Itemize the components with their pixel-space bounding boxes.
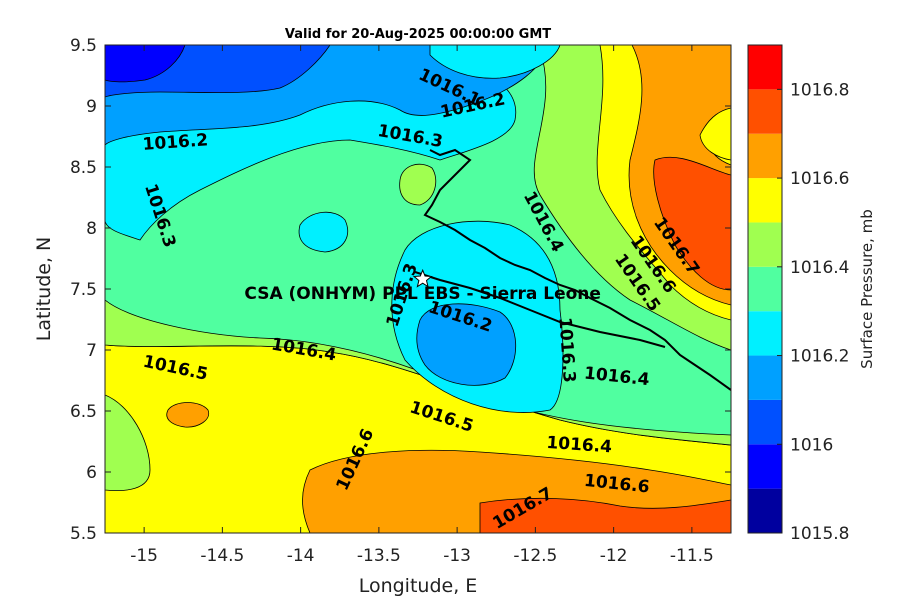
station-star-icon: [412, 268, 433, 288]
colorbar-swatch: [748, 222, 782, 267]
colorbar: 1015.8 1016 1016.2 1016.4 1016.6 1016.8: [747, 44, 849, 544]
colorbar-swatch: [748, 355, 782, 400]
y-tick-label: 6: [86, 463, 97, 483]
colorbar-swatch: [748, 399, 782, 445]
colorbar-swatch: [748, 178, 782, 223]
colorbar-tick-label: 1016.8: [790, 80, 849, 100]
y-axis-label: Latitude, N: [33, 237, 55, 342]
blob-1016-2-west-center: [298, 211, 349, 253]
y-tick-label: 6.5: [70, 402, 97, 422]
blob-1016-3-island: [399, 163, 437, 206]
y-tick-label: 7.5: [70, 280, 97, 300]
colorbar-swatch: [748, 488, 782, 533]
band-1015-9-northwest: [105, 45, 186, 83]
contour-label: 1016.4: [546, 433, 613, 458]
y-tick-label: 5.5: [70, 524, 97, 544]
y-tick-label: 8: [86, 219, 97, 239]
blob-1016-6-west: [166, 402, 210, 428]
colorbar-label: Surface Pressure, mb: [858, 209, 876, 369]
contour-label: 1016.3: [554, 317, 579, 384]
colorbar-tick-label: 1015.8: [790, 524, 849, 544]
colorbar-swatch: [748, 444, 782, 489]
colorbar-swatch: [748, 133, 782, 179]
y-axis: 5.5 6 6.5 7 7.5 8 8.5 9 9.5: [70, 36, 731, 544]
station-label: CSA (ONHYM) PPL EBS - Sierra Leone: [244, 284, 601, 304]
x-tick-label: -15: [130, 546, 158, 566]
band-1016-7-south: [479, 497, 731, 533]
x-tick-label: -12.5: [513, 546, 557, 566]
y-tick-label: 9: [86, 97, 97, 117]
colorbar-tick-label: 1016.2: [790, 347, 849, 367]
x-tick-label: -14: [287, 546, 315, 566]
colorbar-swatch: [748, 45, 782, 90]
blob-1016-1-center: [416, 303, 517, 386]
band-1016-4-southwest-corner: [105, 394, 151, 491]
colorbar-swatch: [748, 266, 782, 312]
blob-1016-2-north-center: [429, 45, 561, 79]
band-1016-7-east: [653, 156, 731, 291]
x-tick-label: -12: [600, 546, 628, 566]
y-tick-label: 8.5: [70, 158, 97, 178]
y-tick-label: 7: [86, 341, 97, 361]
y-tick-label: 9.5: [70, 36, 97, 56]
x-tick-label: -13.5: [357, 546, 401, 566]
x-tick-label: -11.5: [670, 546, 714, 566]
x-axis-label: Longitude, E: [359, 575, 478, 597]
colorbar-tick-label: 1016: [790, 435, 833, 455]
colorbar-tick-label: 1016.4: [790, 258, 849, 278]
colorbar-frame: [747, 44, 783, 534]
chart-title: Valid for 20-Aug-2025 00:00:00 GMT: [285, 27, 551, 42]
colorbar-swatch: [748, 311, 782, 356]
colorbar-swatch: [748, 89, 782, 134]
x-tick-label: -13: [443, 546, 471, 566]
border-line: [414, 271, 666, 348]
x-tick-label: -14.5: [200, 546, 244, 566]
blob-1016-5-northeast: [699, 107, 731, 161]
colorbar-tick-label: 1016.6: [790, 169, 849, 189]
coastline: [423, 148, 731, 391]
station-marker: CSA (ONHYM) PPL EBS - Sierra Leone: [244, 268, 601, 304]
contour-label: 1016.2: [142, 130, 209, 155]
x-axis: -15 -14.5 -14 -13.5 -13 -12.5 -12 -11.5: [130, 45, 714, 566]
map-plot-area: [105, 45, 731, 533]
